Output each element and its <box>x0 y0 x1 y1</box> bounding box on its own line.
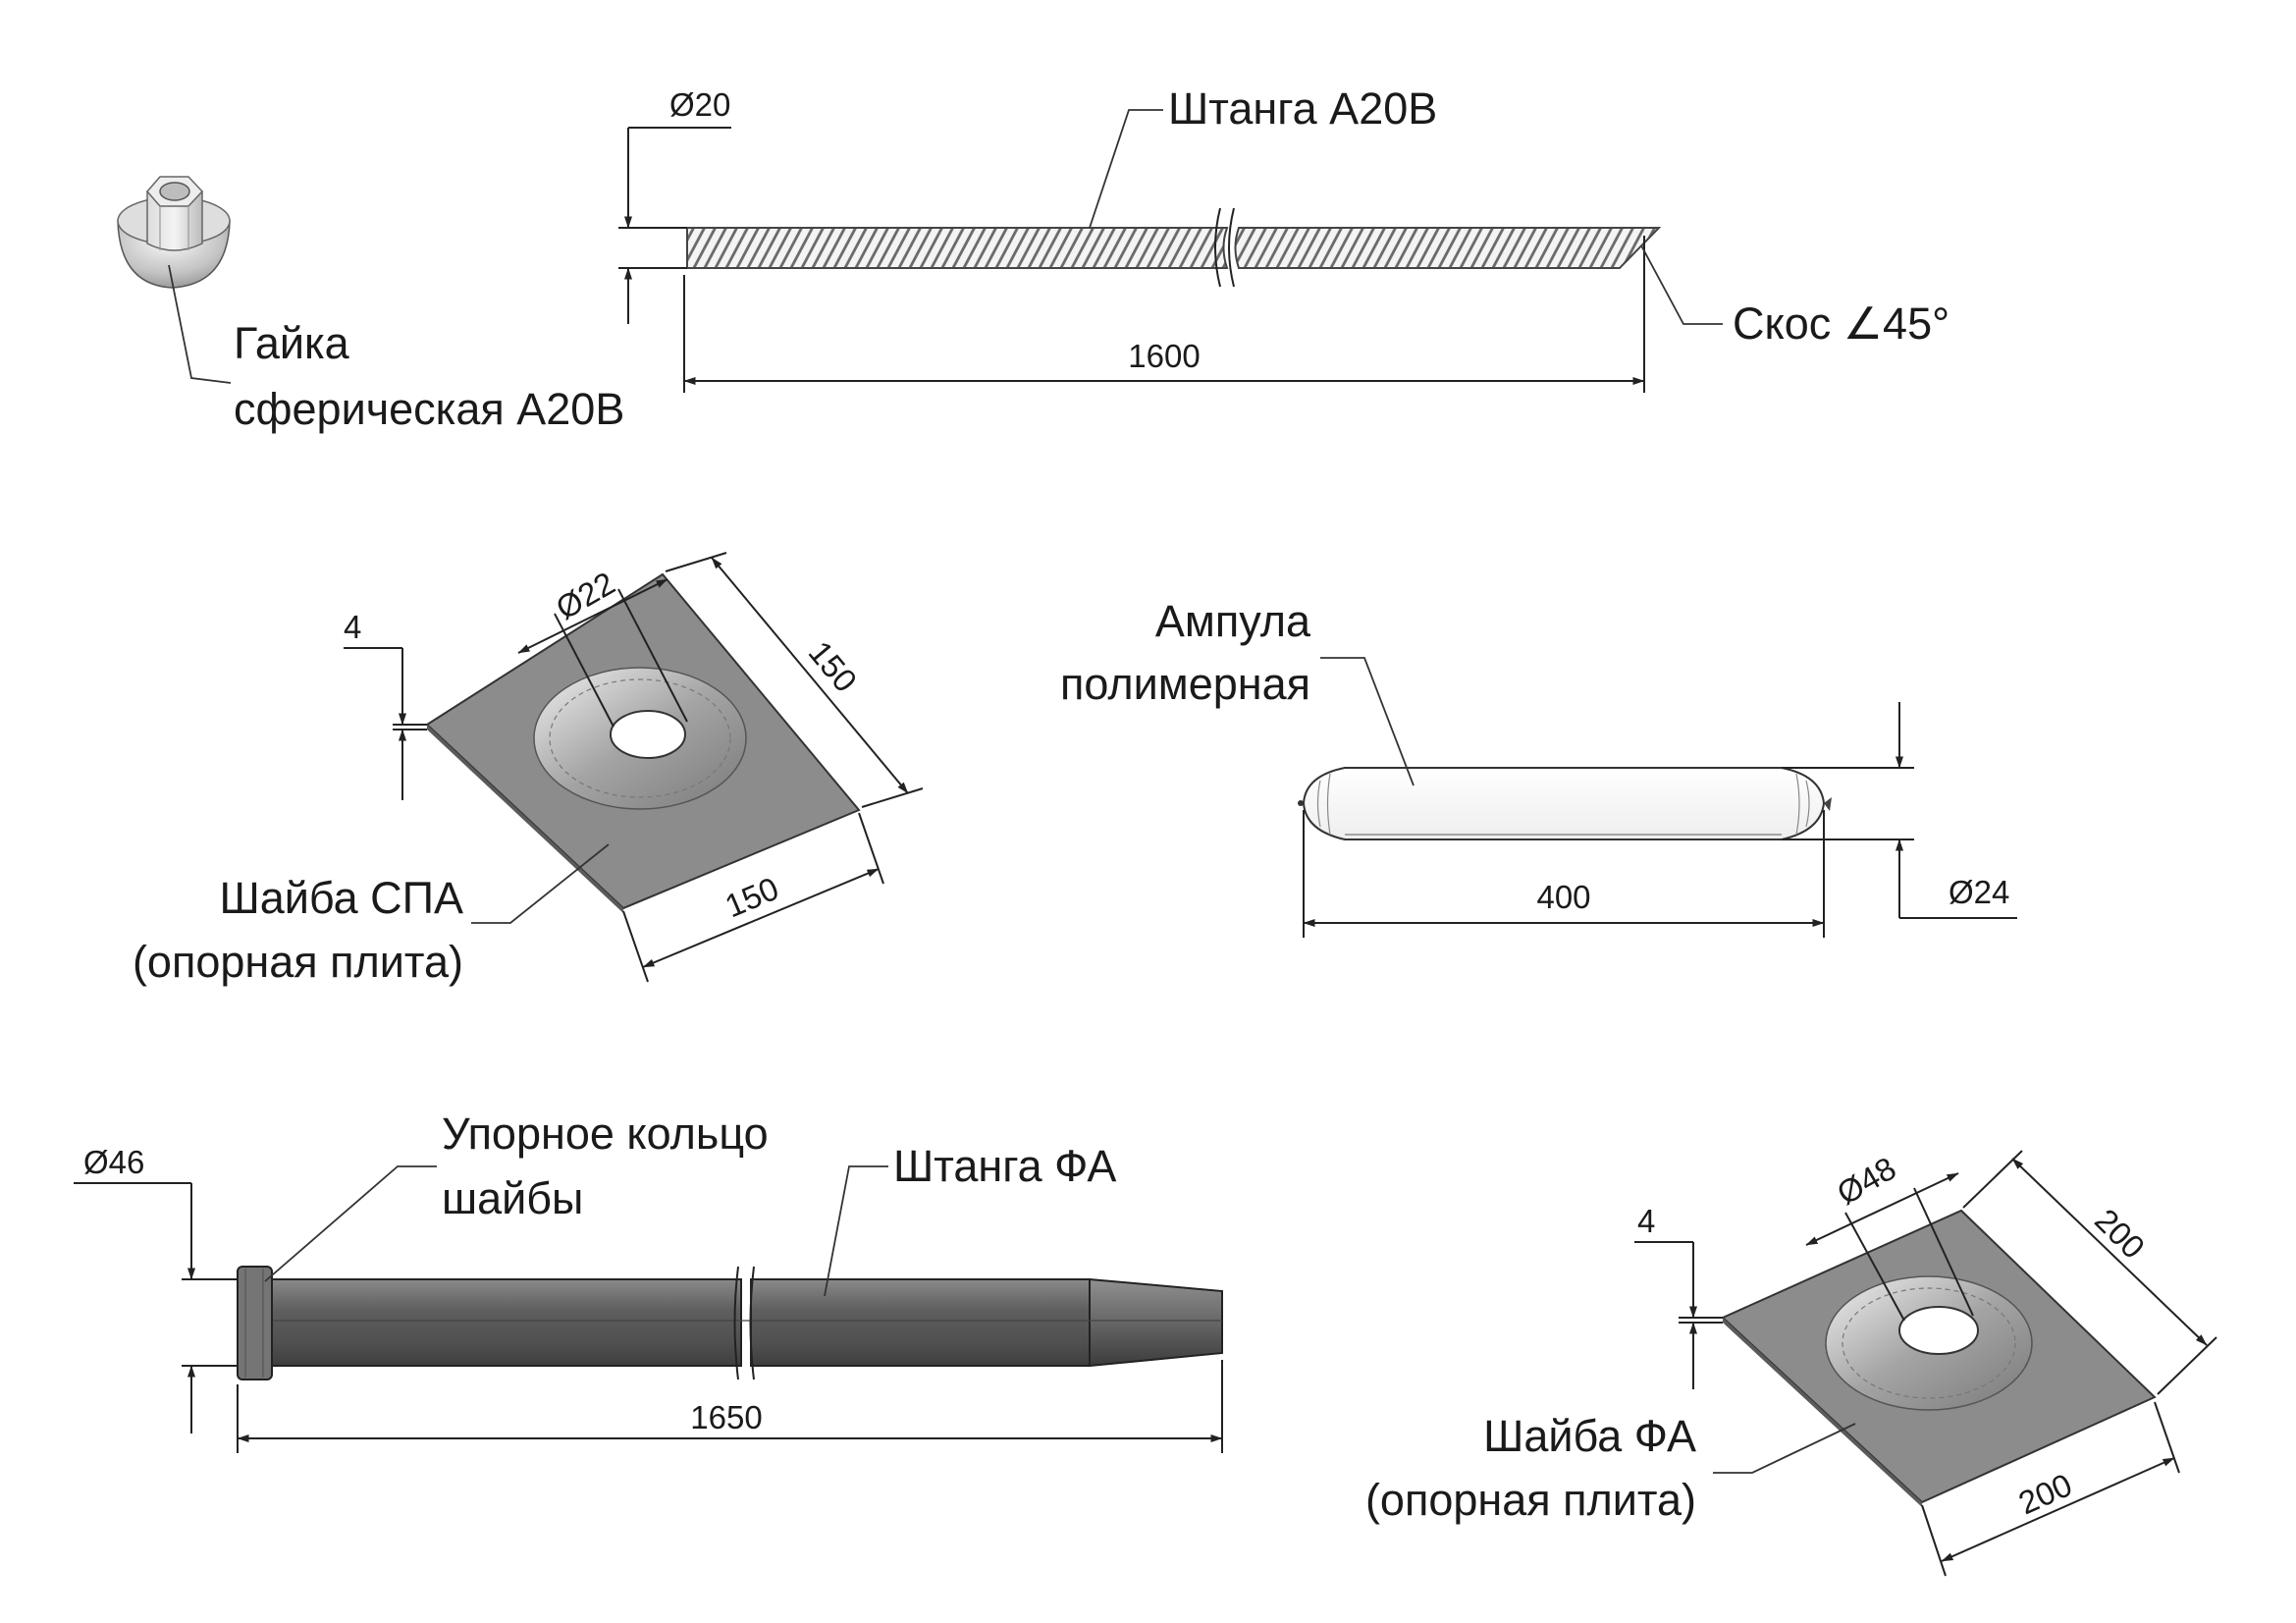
nut-bore <box>159 182 190 201</box>
rod-fa-dia: Ø46 <box>83 1144 144 1180</box>
washer-spa-label-line1: Шайба СПА <box>219 873 463 923</box>
washer-spa-side-b: 150 <box>720 870 783 925</box>
spherical-nut: Гайка сферическая А20В <box>117 176 624 434</box>
rod-fa-stop-ring <box>237 1266 273 1380</box>
washer-spa-hole <box>610 710 686 759</box>
rod-fa-body-right <box>750 1278 1091 1367</box>
rod-a20v-left <box>686 227 1229 269</box>
washer-fa-thickness: 4 <box>1637 1203 1655 1239</box>
rod-fa: Ø46 1650 Упорное кольцо шайбы Штанга ФА <box>74 1109 1223 1453</box>
washer-fa-side-b: 200 <box>2013 1466 2077 1521</box>
rod-a20v-bevel: Скос ∠45° <box>1733 298 1949 349</box>
washer-fa: 4 Ø48 200 200 Шайба ФА (опорная плита) <box>1365 1150 2217 1577</box>
ampoule-body <box>1302 767 1826 840</box>
ampoule-label-line1: Ампула <box>1155 596 1311 646</box>
nut-label-line1: Гайка <box>234 318 350 368</box>
ampoule-dia: Ø24 <box>1949 874 2009 910</box>
washer-spa-side-a: 150 <box>802 634 865 699</box>
rod-a20v-label: Штанга А20В <box>1168 83 1437 134</box>
rod-fa-taper <box>1089 1277 1223 1368</box>
rod-fa-ring-line2: шайбы <box>442 1173 583 1223</box>
ampoule-length: 400 <box>1536 879 1590 915</box>
rod-a20v-dia: Ø20 <box>669 86 730 123</box>
ampoule-label-line2: полимерная <box>1060 659 1310 709</box>
nut-label-line2: сферическая А20В <box>234 384 624 434</box>
rod-a20v-right <box>1234 227 1662 269</box>
washer-fa-hole-dia: Ø48 <box>1831 1150 1902 1212</box>
washer-spa-label-line2: (опорная плита) <box>133 937 463 987</box>
washer-fa-label-line1: Шайба ФА <box>1483 1411 1696 1461</box>
washer-fa-label-line2: (опорная плита) <box>1365 1475 1696 1525</box>
rod-fa-label: Штанга ФА <box>893 1141 1116 1191</box>
rod-fa-body-left <box>269 1278 742 1367</box>
rod-fa-ring-line1: Упорное кольцо <box>442 1109 769 1159</box>
rod-a20v-length: 1600 <box>1128 338 1200 374</box>
washer-fa-hole <box>1898 1306 1979 1355</box>
washer-spa-thickness: 4 <box>344 609 361 645</box>
rod-fa-length: 1650 <box>690 1399 762 1435</box>
rod-a20v: Ø20 1600 Штанга А20В Скос ∠45° <box>618 83 1949 393</box>
washer-spa: 4 Ø22 150 150 Шайба СПА (опорная плита) <box>133 552 924 987</box>
ampoule: Ø24 400 Ампула полимерная <box>1060 596 2017 938</box>
washer-fa-side-a: 200 <box>2088 1202 2152 1266</box>
